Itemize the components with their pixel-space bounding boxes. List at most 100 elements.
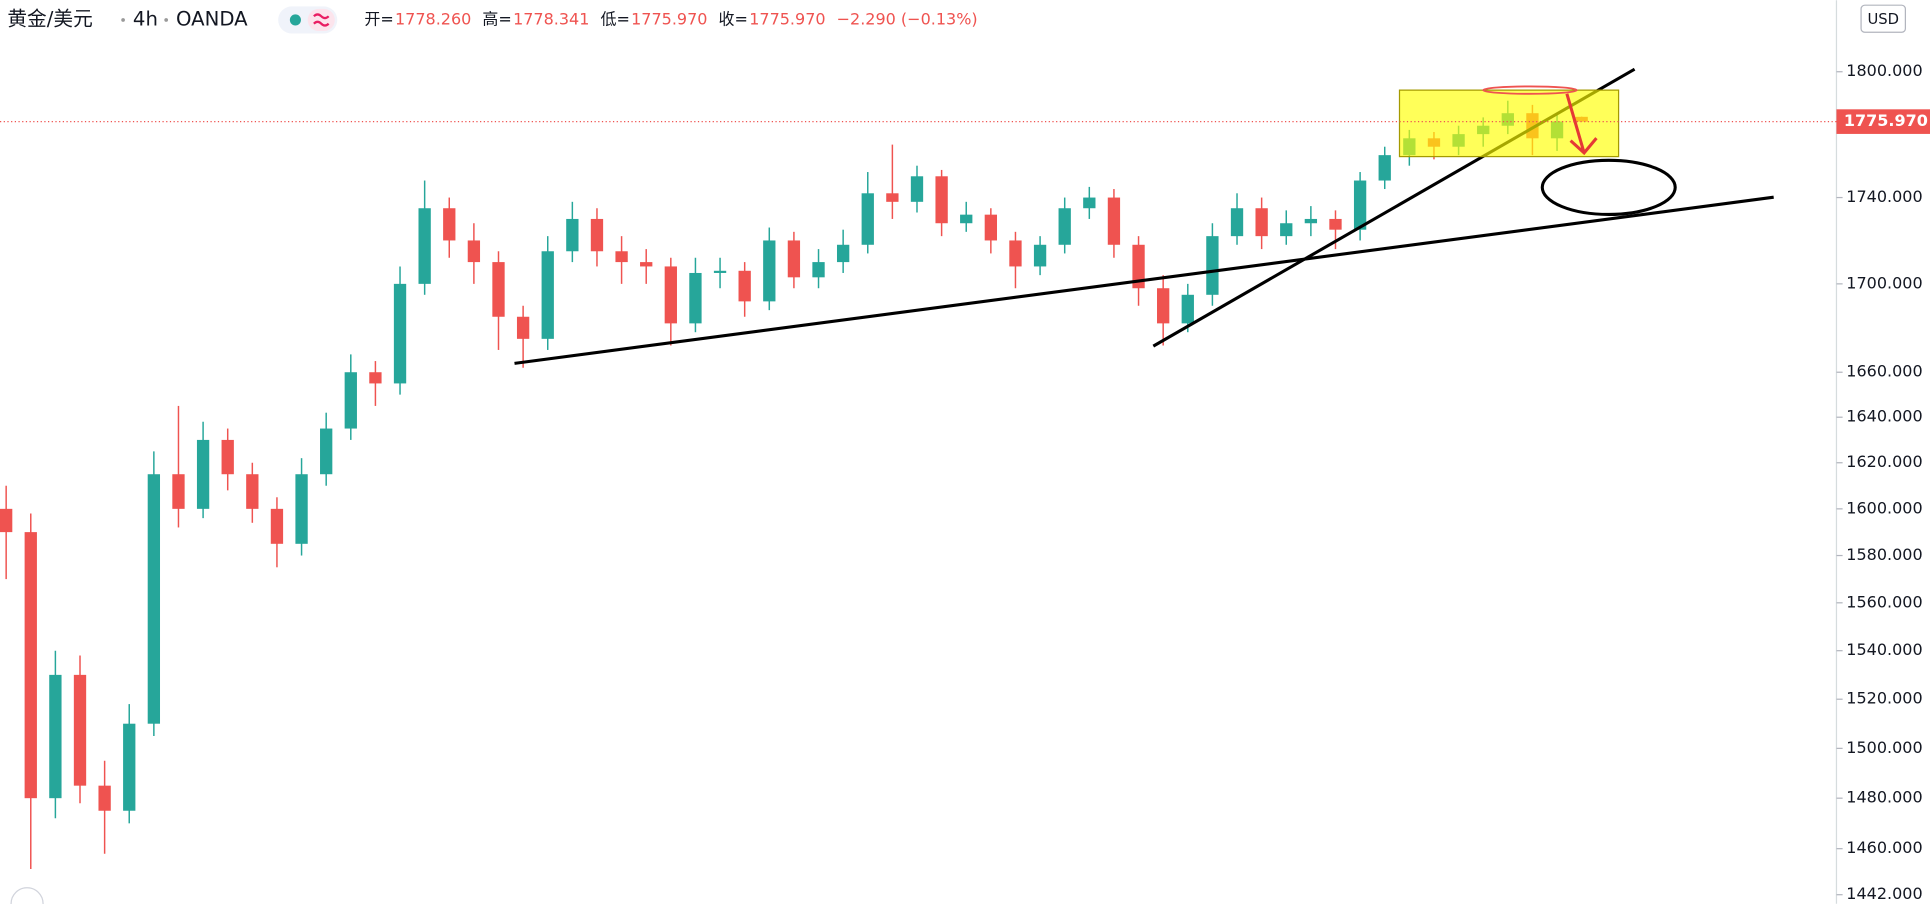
separator: [121, 18, 125, 22]
candle-body: [566, 218, 579, 252]
y-tick-label: 1480.000: [1846, 788, 1922, 807]
separator: [164, 18, 169, 22]
candle-body: [615, 251, 628, 263]
candles: [0, 100, 1588, 870]
y-tick-label: 1600.000: [1846, 498, 1922, 517]
candle-body: [123, 723, 136, 811]
candle-body: [1255, 208, 1268, 237]
ohlc-value: 1778.260: [395, 9, 471, 28]
candle-body: [320, 428, 333, 475]
y-tick-label: 1442.000: [1846, 884, 1922, 903]
candle-body: [172, 474, 185, 509]
price-axis: 1442.000 1460.000 1480.000 1500.000 1520.000…: [1836, 61, 1923, 903]
interval: 4h: [133, 7, 158, 30]
y-tick-label: 1560.000: [1846, 592, 1922, 611]
candle-body: [1033, 244, 1047, 267]
candle-body: [393, 283, 407, 384]
candle-body: [1009, 240, 1022, 267]
candle-body: [1206, 236, 1219, 295]
candle-body: [738, 270, 751, 302]
ohlc-value: 1775.970: [631, 9, 707, 28]
last-price-label: 1775.970: [1844, 111, 1928, 130]
y-tick-label: 1460.000: [1846, 838, 1922, 857]
candle-body: [1280, 223, 1293, 237]
candle-body: [664, 266, 677, 324]
ohlc-value: 1778.341: [513, 9, 589, 28]
candle-body: [443, 208, 456, 241]
y-tick-label: 1620.000: [1846, 452, 1922, 471]
candle-body: [1304, 218, 1318, 224]
y-tick-label: 1740.000: [1846, 187, 1922, 206]
candle-body: [1378, 155, 1391, 181]
exchange: OANDA: [176, 7, 248, 30]
candle-body: [49, 674, 62, 799]
candle-body: [935, 176, 948, 224]
ohlc-label: 高=: [482, 9, 511, 28]
candle-body: [1353, 180, 1367, 230]
down-arrow: [1565, 93, 1598, 156]
candle-body: [763, 240, 776, 302]
delay-badge: [307, 8, 335, 32]
candle-body: [492, 262, 505, 317]
candle-body: [590, 218, 604, 252]
ohlc-label: 收=: [719, 9, 748, 28]
candle-body: [270, 508, 284, 544]
ohlc-label: 开=: [364, 9, 393, 28]
y-tick-label: 1640.000: [1846, 407, 1922, 426]
candle-body: [1058, 208, 1071, 245]
delay-icon: [313, 13, 330, 27]
candle-body: [369, 372, 382, 384]
candle-body: [147, 474, 161, 724]
candle-body: [98, 785, 111, 811]
currency[interactable]: USD: [1867, 11, 1899, 28]
candle-body: [516, 316, 530, 339]
y-tick-label: 1500.000: [1846, 738, 1922, 757]
candle-body: [221, 439, 234, 475]
target-ellipse: [1540, 158, 1677, 216]
candle-body: [196, 439, 210, 509]
candle-body: [24, 532, 37, 799]
candle-body: [713, 270, 727, 273]
candle-body: [886, 193, 899, 202]
candle-body: [910, 176, 924, 202]
candle-body: [836, 244, 850, 263]
top-ellipse: [1482, 85, 1578, 95]
candle-body: [1083, 197, 1096, 209]
candle-body: [861, 193, 874, 245]
candle-body: [1107, 197, 1121, 245]
candle-body: [1132, 244, 1145, 289]
ohlc-label: 低=: [600, 9, 629, 28]
y-tick-label: 1540.000: [1846, 640, 1922, 659]
candle-body: [640, 262, 653, 267]
candle-body: [1157, 288, 1170, 324]
market-status: [289, 14, 301, 26]
ohlc-legend: 开= 1778.260 高= 1778.341 低= 1775.970 收= 1775.970…: [364, 9, 977, 28]
y-tick-label: 1800.000: [1846, 61, 1922, 80]
candle-body: [467, 240, 481, 263]
ohlc-value: 1775.970: [749, 9, 825, 28]
candle-body: [1230, 208, 1244, 237]
trendline: [514, 195, 1774, 365]
symbol: 黄金/美元: [7, 7, 92, 30]
y-tick-label: 1580.000: [1846, 545, 1922, 564]
candle-body: [1181, 294, 1194, 324]
change: −2.290 (−0.13%): [837, 9, 978, 28]
y-tick-label: 1660.000: [1846, 362, 1922, 381]
candle-body: [295, 474, 308, 544]
y-tick-label: 1700.000: [1846, 273, 1922, 292]
last-price-box: [1836, 109, 1930, 134]
y-tick-label: 1520.000: [1846, 689, 1922, 708]
range-box: [1398, 89, 1620, 158]
currency-button[interactable]: [1860, 4, 1906, 33]
candle-body: [689, 272, 702, 324]
candle-body: [787, 240, 801, 278]
candle-body: [960, 214, 973, 224]
candle-body: [0, 508, 13, 533]
candle-body: [984, 214, 998, 241]
candle-body: [418, 208, 431, 284]
candle-body: [246, 474, 259, 509]
candle-body: [73, 674, 87, 786]
